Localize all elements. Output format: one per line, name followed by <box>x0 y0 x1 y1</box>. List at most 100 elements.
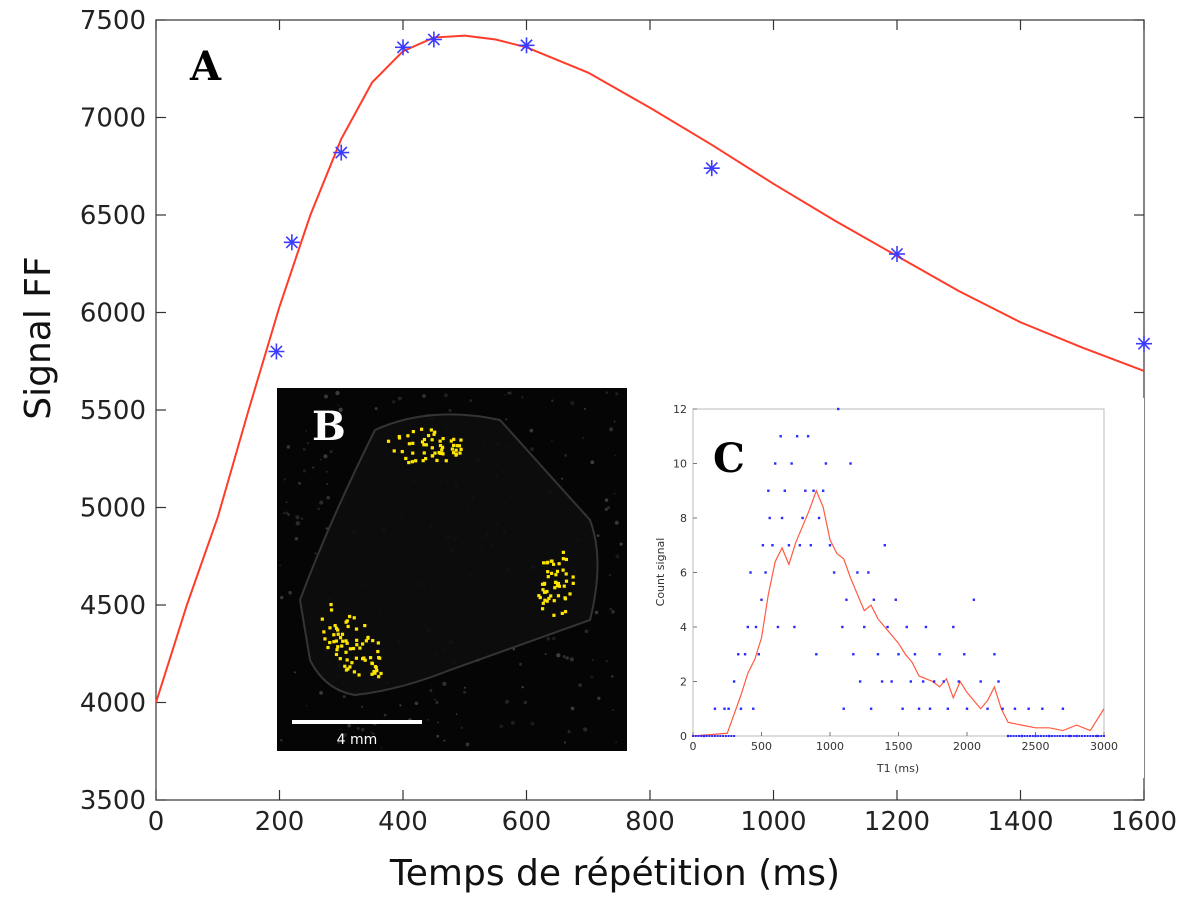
roi-dot <box>334 639 339 643</box>
roi-dot <box>541 588 545 592</box>
roi-dot <box>397 436 402 440</box>
roi-dot <box>555 584 560 588</box>
roi-dot <box>557 584 562 588</box>
data-point-c <box>774 462 777 465</box>
data-point-c <box>890 680 893 683</box>
texture-speck <box>567 730 571 734</box>
panel-letter-b: B <box>312 403 346 450</box>
texture-speck <box>609 607 613 611</box>
scale-bar-label: 4 mm <box>337 732 378 748</box>
data-point-c-baseline <box>727 735 730 737</box>
data-point-c <box>798 544 802 547</box>
roi-dot <box>336 628 340 632</box>
data-point-c <box>737 653 740 656</box>
data-point-c <box>746 625 749 629</box>
texture-speck <box>397 396 402 401</box>
texture-speck <box>562 655 566 659</box>
texture-speck <box>613 492 616 495</box>
x-tick-label-c: 500 <box>751 740 772 753</box>
roi-dot <box>410 460 414 464</box>
roi-dot <box>348 614 352 619</box>
texture-speck <box>521 686 524 689</box>
data-point-c-baseline <box>733 735 736 737</box>
y-tick-label-a: 3500 <box>80 786 146 816</box>
texture-speck <box>305 704 308 707</box>
data-point-c <box>928 707 932 710</box>
roi-dot <box>406 434 410 438</box>
data-point-c <box>806 435 810 438</box>
data-point-c <box>849 462 852 465</box>
texture-speck <box>619 542 623 546</box>
texture-speck <box>326 482 329 485</box>
data-point-c <box>845 598 848 601</box>
roi-dot <box>422 437 427 442</box>
texture-speck <box>295 515 300 520</box>
texture-speck <box>306 441 310 445</box>
x-axis-title: Temps de répétition (ms) <box>389 853 840 894</box>
data-point-c <box>760 598 763 601</box>
roi-dot <box>348 665 352 669</box>
data-point-c-baseline <box>708 735 711 737</box>
roi-dot <box>564 557 569 562</box>
roi-dot <box>537 594 541 598</box>
roi-dot <box>374 666 378 670</box>
roi-dot <box>411 441 415 445</box>
roi-dot <box>424 457 428 461</box>
roi-dot <box>432 432 436 436</box>
roi-dot <box>541 601 545 605</box>
roi-dot <box>407 460 411 465</box>
data-point-c-baseline <box>700 735 703 737</box>
roi-dot <box>547 596 551 601</box>
data-point-c <box>986 707 989 710</box>
texture-speck <box>604 498 609 502</box>
data-point-c-baseline <box>1100 735 1103 737</box>
data-point-c-baseline <box>1007 735 1010 737</box>
data-point-c-baseline <box>1009 735 1012 737</box>
roi-dot <box>444 459 448 463</box>
roi-dot <box>357 673 361 677</box>
roi-dot <box>459 447 463 451</box>
panel-letter-a: A <box>189 43 222 90</box>
data-point-c <box>946 707 950 710</box>
texture-speck <box>590 675 594 679</box>
roi-dot <box>451 451 456 455</box>
asterisk-stroke <box>270 345 283 358</box>
texture-speck <box>319 690 323 695</box>
x-tick-label-a: 1000 <box>740 807 806 837</box>
y-tick-label-c: 10 <box>673 458 687 471</box>
y-tick-label-c: 4 <box>680 621 687 634</box>
data-point-asterisk <box>889 246 905 262</box>
data-point-c-baseline <box>1067 735 1070 737</box>
roi-dot <box>540 607 545 611</box>
roi-dot <box>543 598 547 602</box>
roi-dot <box>336 645 340 649</box>
texture-speck <box>590 460 595 465</box>
roi-dot <box>543 590 547 594</box>
data-point-c-baseline <box>1089 735 1092 737</box>
roi-dot <box>422 443 426 447</box>
texture-speck <box>280 595 284 600</box>
data-point-c <box>1061 707 1065 710</box>
texture-speck <box>563 741 567 744</box>
asterisk-stroke <box>520 39 533 52</box>
roi-dot <box>370 661 374 666</box>
roi-dot <box>364 639 368 643</box>
data-point-c-baseline <box>694 735 697 737</box>
roi-dot <box>354 627 359 631</box>
data-point-c-baseline <box>1023 735 1026 737</box>
roi-dot <box>571 575 575 579</box>
roi-dot <box>346 624 350 629</box>
roi-dot <box>440 445 445 449</box>
x-tick-label-a: 1200 <box>864 807 930 837</box>
data-point-c-baseline <box>724 735 727 737</box>
x-tick-label-a: 600 <box>502 807 552 837</box>
data-point-asterisk <box>518 37 535 54</box>
data-point-c-baseline <box>697 735 700 737</box>
roi-dot <box>545 599 549 603</box>
roi-dot <box>400 450 404 454</box>
texture-speck <box>581 436 585 440</box>
texture-speck <box>337 404 339 407</box>
roi-dot <box>358 646 362 650</box>
texture-speck <box>583 407 586 410</box>
